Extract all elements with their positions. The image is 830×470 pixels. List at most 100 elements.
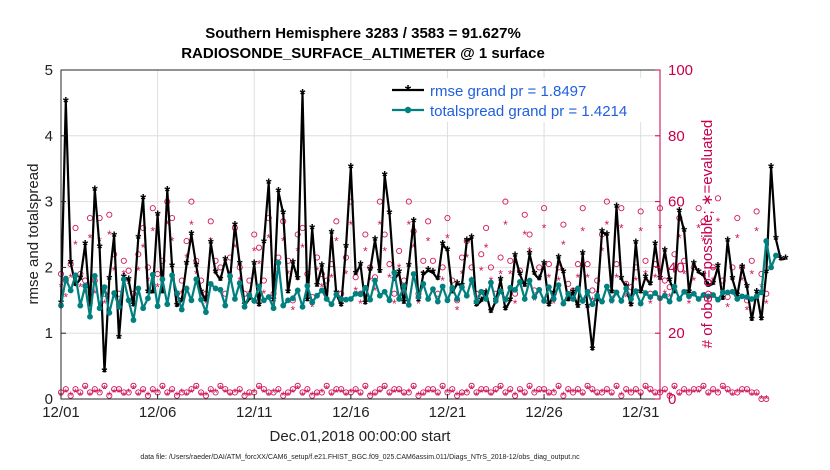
obs-evaluated-marker: * [276,386,281,400]
totalspread-point [579,298,586,304]
rmse-point: * [256,298,262,315]
totalspread-point [116,303,122,310]
legend-label-totalspread: totalspread grand pr = 1.4214 [430,103,627,120]
obs-evaluated-marker: * [624,386,629,400]
x-tick-label: 12/31 [622,404,660,421]
obs-evaluated-marker: * [600,244,605,258]
obs-evaluated-marker: * [286,267,291,281]
obs-possible-marker [473,389,480,396]
obs-evaluated-marker: * [638,225,643,239]
rmse-point: * [232,218,238,235]
obs-evaluated-marker: * [329,271,334,285]
rmse-point: * [507,293,513,310]
obs-evaluated-marker: * [740,274,745,288]
totalspread-point [352,290,359,297]
obs-possible-marker [434,389,441,396]
rmse-point: * [710,276,716,293]
totalspread-point [236,280,243,287]
totalspread-point [744,294,750,300]
y-tick-label: 2 [45,259,53,276]
obs-possible-marker [362,231,369,238]
obs-evaluated-marker: * [281,389,286,403]
totalspread-point [82,282,89,289]
totalspread-point [773,252,779,259]
obs-evaluated-marker: * [576,386,581,400]
obs-evaluated-marker: * [508,386,513,400]
rmse-point: * [531,266,537,283]
obs-evaluated-marker: * [218,383,223,397]
rmse-point: * [222,253,228,270]
obs-possible-marker [685,389,693,396]
totalspread-point [690,290,697,297]
obs-evaluated-marker: * [537,274,542,288]
obs-possible-marker [574,386,581,393]
totalspread-point [560,300,567,307]
obs-evaluated-marker: * [155,281,160,295]
rmse-point: * [652,237,658,254]
obs-evaluated-marker: * [677,231,682,245]
totalspread-point [526,277,533,284]
obs-evaluated-marker: * [281,235,286,249]
totalspread-point [314,292,320,299]
obs-possible-marker [386,261,393,268]
obs-evaluated-marker: * [590,386,595,400]
rmse-point: * [517,267,523,284]
rmse-point: * [87,298,93,315]
rmse-point: * [92,182,98,199]
totalspread-point [739,293,746,300]
obs-possible-marker [579,389,586,396]
rmse-point: * [420,267,426,284]
rmse-point: * [536,272,542,289]
obs-possible-marker [449,386,456,393]
obs-evaluated-marker: * [271,386,276,400]
obs-evaluated-marker: * [672,383,677,397]
totalspread-point [140,305,147,312]
rmse-point: * [406,259,412,276]
obs-possible-marker [608,389,615,396]
obs-evaluated-marker: * [179,386,184,400]
rmse-point: * [667,273,673,290]
obs-evaluated-marker: * [165,389,170,403]
obs-possible-marker [492,386,499,393]
obs-possible-marker [251,231,258,238]
totalspread-point [666,298,673,305]
obs-evaluated-marker: * [117,386,122,400]
rmse-point: * [618,272,624,289]
obs-evaluated-marker: * [102,297,107,311]
data-series: ****************************************… [58,86,789,381]
obs-evaluated-marker: * [696,386,701,400]
obs-possible-marker [647,386,654,393]
obs-possible-marker [86,389,94,396]
obs-evaluated-marker: * [764,297,769,311]
obs-possible-marker [222,386,229,393]
obs-possible-marker [589,386,596,393]
obs-evaluated-marker: * [310,389,315,403]
obs-evaluated-marker: * [233,241,238,255]
totalspread-point [608,297,615,304]
obs-evaluated-marker: * [291,386,296,400]
totalspread-point [628,296,634,302]
obs-possible-marker [164,389,171,396]
obs-evaluated-marker: * [455,304,460,318]
obs-evaluated-marker: * [150,386,155,400]
rmse-point: * [150,285,156,302]
obs-evaluated-marker: * [489,389,494,403]
obs-possible-marker [497,254,504,261]
obs-possible-marker [381,382,388,389]
obs-evaluated-marker: * [373,284,378,298]
obs-evaluated-marker: * [136,264,141,278]
rmse-point: * [691,257,697,274]
obs-evaluated-marker: * [368,389,373,403]
obs-evaluated-marker: * [527,383,532,397]
totalspread-point [401,282,407,289]
rmse-point: * [589,342,595,359]
obs-evaluated-marker: * [194,383,199,397]
totalspread-point [372,277,378,284]
y-right-tick-label: 40 [668,259,685,276]
obs-possible-marker [367,392,374,399]
totalspread-point [256,283,262,290]
obs-evaluated-marker: * [759,393,764,407]
totalspread-point [386,297,393,304]
obs-evaluated-marker: * [696,221,701,235]
